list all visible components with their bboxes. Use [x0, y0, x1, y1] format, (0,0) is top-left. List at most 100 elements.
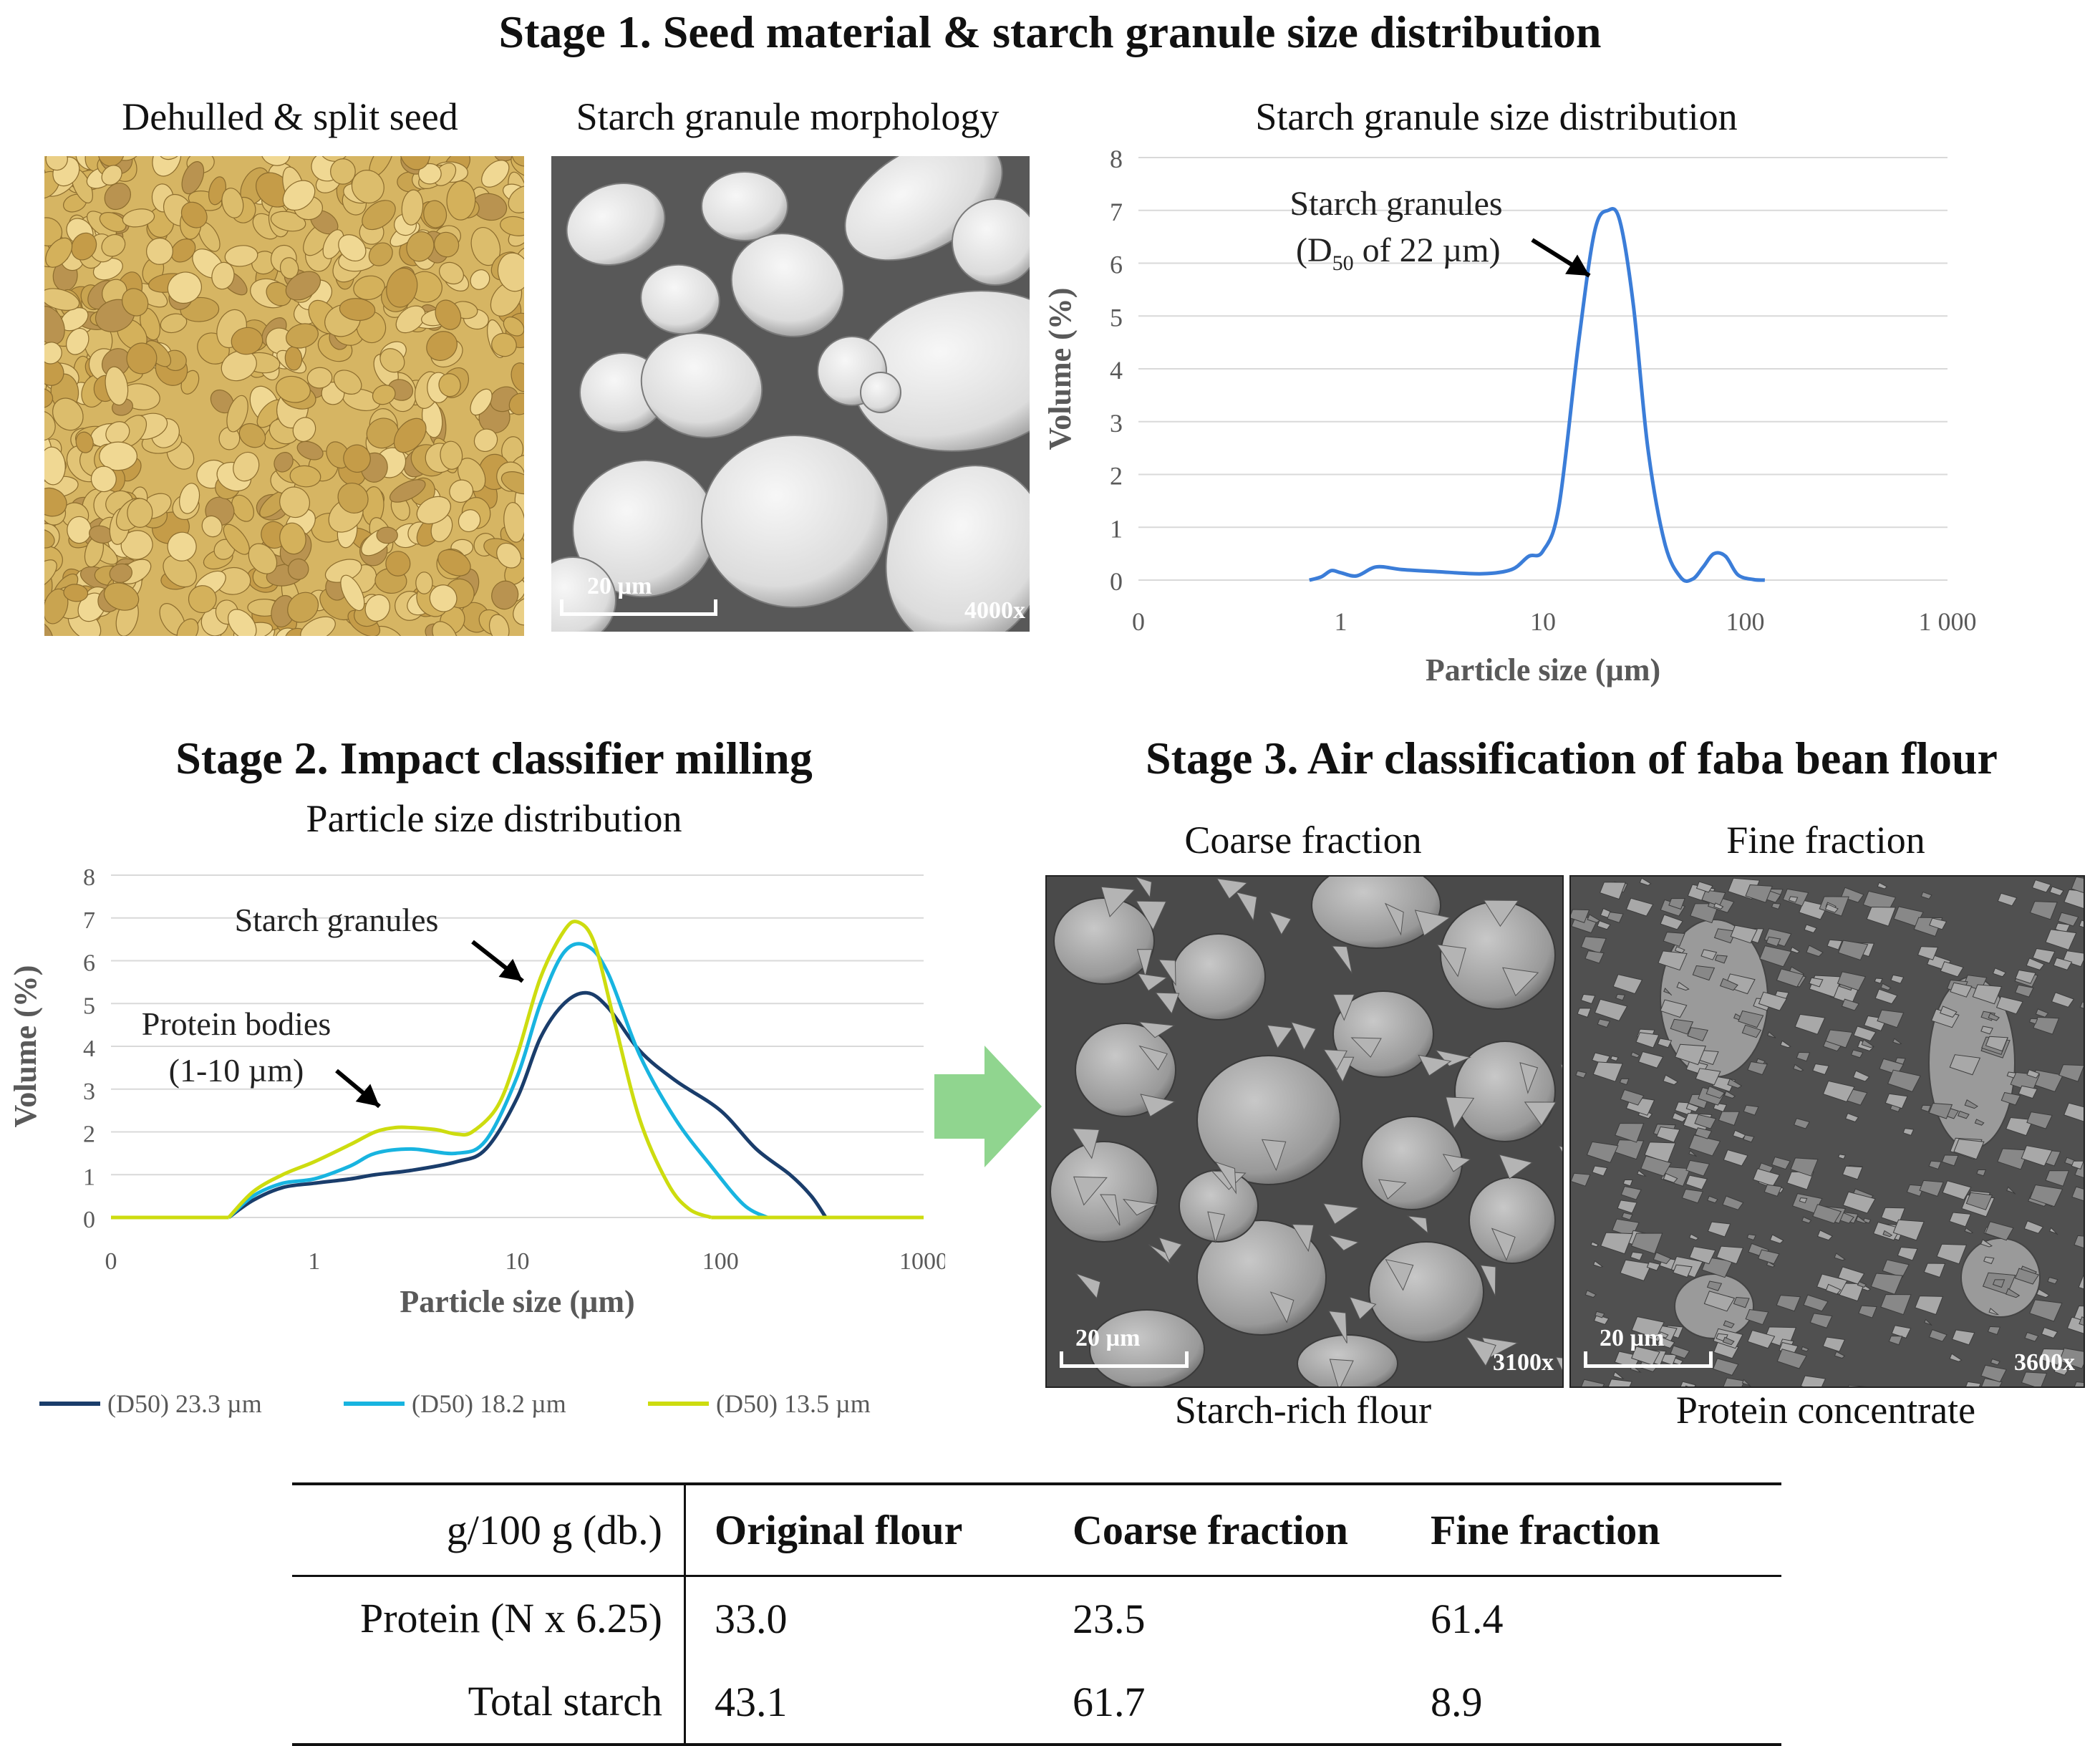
- protein-fragment: [1671, 1111, 1687, 1123]
- seed-grain: [224, 245, 258, 267]
- protein-fragment: [1406, 1215, 1428, 1234]
- protein-fragment: [1660, 999, 1688, 1018]
- protein-fragment: [1635, 1032, 1660, 1048]
- protein-fragment: [1235, 891, 1257, 922]
- protein-fragment: [1794, 1013, 1826, 1035]
- protein-fragment: [1837, 940, 1869, 961]
- magnification-label: 4000x: [964, 597, 1025, 624]
- protein-fragment: [1920, 891, 1932, 899]
- protein-fragment: [1718, 1111, 1740, 1126]
- protein-fragment: [1887, 1069, 1921, 1092]
- starch-granule: [640, 264, 720, 335]
- protein-fragment: [1837, 1154, 1847, 1159]
- protein-fragment: [1809, 977, 1824, 988]
- protein-fragment: [2038, 1349, 2065, 1366]
- protein-fragment: [1852, 1070, 1870, 1082]
- protein-fragment: [1834, 1351, 1846, 1359]
- protein-fragment: [1267, 1024, 1293, 1049]
- protein-fragment: [1723, 1320, 1735, 1328]
- protein-fragment: [1866, 906, 1897, 927]
- protein-fragment: [2026, 1069, 2041, 1079]
- protein-fragment: [1385, 1259, 1414, 1291]
- seed-grain: [44, 410, 56, 441]
- protein-fragment: [1685, 1103, 1700, 1112]
- seed-grain: [470, 269, 490, 290]
- protein-fragment: [1825, 1283, 1842, 1295]
- protein-fragment: [1138, 1045, 1168, 1071]
- protein-fragment: [1936, 1243, 1968, 1265]
- flow-arrow-icon: [934, 1046, 1042, 1167]
- protein-fragment: [1695, 881, 1713, 893]
- seed-grain: [120, 530, 153, 560]
- x-axis-label: Particle size (µm): [1426, 652, 1660, 688]
- protein-fragment: [1592, 1165, 1608, 1177]
- scale-label: 20 µm: [1075, 1325, 1141, 1351]
- sem-image-coarse: 20 µm 3100x: [1045, 875, 1564, 1388]
- protein-fragment: [1732, 1129, 1746, 1139]
- y-tick-label: 1: [1110, 514, 1123, 543]
- protein-fragment: [1992, 968, 2007, 978]
- protein-fragment: [1703, 1291, 1736, 1312]
- seed-grain: [279, 486, 311, 519]
- magnification-label: 3100x: [1493, 1349, 1554, 1376]
- protein-fragment: [1350, 1037, 1382, 1058]
- seed-grain: [353, 275, 385, 300]
- protein-fragment: [1771, 1156, 1791, 1170]
- protein-fragment: [1560, 1063, 1562, 1071]
- protein-fragment: [1384, 902, 1404, 936]
- seed-grain: [270, 211, 306, 232]
- protein-fragment: [1844, 1112, 1859, 1123]
- protein-fragment: [2079, 1316, 2084, 1326]
- seed-grain: [491, 332, 517, 357]
- protein-fragment: [1957, 1110, 1970, 1119]
- protein-fragment: [1646, 1261, 1661, 1271]
- protein-fragment: [2071, 1160, 2084, 1170]
- protein-fragment: [1685, 1159, 1711, 1177]
- seed-grain: [103, 582, 140, 611]
- seed-grain: [101, 233, 126, 257]
- seed-grain: [282, 180, 316, 211]
- table-cell: 61.4: [1431, 1595, 1504, 1642]
- y-tick-label: 7: [83, 907, 95, 934]
- protein-fragment: [1630, 1233, 1663, 1255]
- seed-grain: [111, 156, 140, 161]
- protein-fragment: [1327, 1310, 1347, 1344]
- protein-fragment: [1983, 1256, 1995, 1265]
- seed-grain: [287, 558, 309, 580]
- protein-fragment: [1587, 914, 1601, 923]
- seed-grain: [44, 342, 62, 365]
- protein-fragment: [2028, 1018, 2038, 1025]
- protein-fragment: [1658, 950, 1688, 971]
- seed-grain: [44, 306, 65, 345]
- protein-fragment: [1793, 1063, 1804, 1072]
- seed-grain: [423, 200, 447, 228]
- protein-fragment: [1714, 955, 1728, 964]
- protein-fragment: [1822, 1080, 1855, 1103]
- y-tick-label: 7: [1110, 198, 1123, 226]
- y-tick-label: 8: [1110, 145, 1123, 173]
- protein-fragment: [1491, 1227, 1516, 1261]
- protein-fragment: [1586, 1141, 1619, 1163]
- seed-grain: [170, 238, 196, 263]
- annotation-starch-granules: Starch granules: [235, 902, 439, 938]
- protein-fragment: [1435, 1049, 1471, 1067]
- seed-grain: [296, 440, 324, 460]
- protein-fragment: [2015, 969, 2036, 984]
- seed-grain: [97, 156, 125, 167]
- protein-fragment: [1980, 1238, 1993, 1248]
- seed-grain: [362, 200, 396, 231]
- seed-grain: [121, 288, 149, 317]
- protein-fragment: [1607, 1379, 1632, 1386]
- seed-grain: [364, 594, 391, 622]
- protein-fragment: [2048, 1227, 2058, 1235]
- table-cell: Total starch: [292, 1660, 686, 1743]
- protein-fragment: [2036, 1288, 2050, 1298]
- protein-fragment: [1694, 1127, 1713, 1139]
- protein-fragment: [1915, 1296, 1944, 1316]
- protein-fragment: [1747, 1061, 1768, 1076]
- protein-fragment: [1676, 981, 1690, 991]
- arrow-head-icon: [498, 958, 523, 981]
- starch-granule: [1053, 897, 1155, 985]
- magnification-label: 3600x: [2014, 1349, 2075, 1376]
- starch-granule: [701, 435, 889, 608]
